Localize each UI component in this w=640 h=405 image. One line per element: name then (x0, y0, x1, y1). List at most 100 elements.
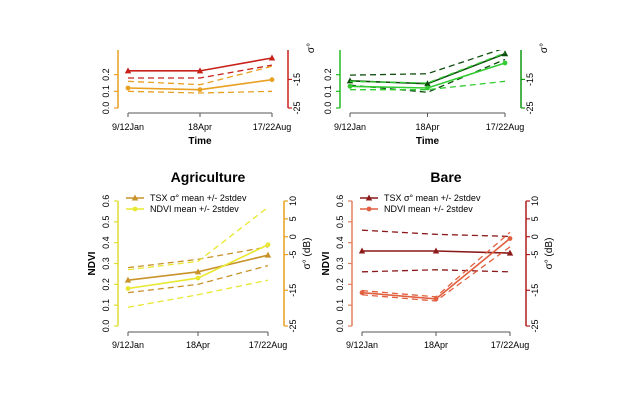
panel-2-left-axis-label: NDVI (87, 251, 98, 275)
panel-1-x-tick-label: 18Apr (415, 122, 439, 132)
panel-2-left-tick-label: 0.5 (101, 216, 111, 229)
panel-2-left-tick-label: 0.1 (101, 299, 111, 312)
panel-0-right-axis-label: σ° (306, 43, 317, 53)
panel-3-right-tick-label: 10 (530, 196, 540, 206)
panel-1-series-3-point (347, 83, 353, 89)
panel-3-series-3-point (507, 236, 513, 241)
panel-0-series-2-point (269, 77, 275, 83)
panel-3-series-3-point (359, 290, 365, 296)
panel-2-right-tick-label: 10 (288, 196, 298, 206)
panel-3-legend-label: NDVI mean +/- 2stdev (384, 204, 473, 214)
panel-3-series-5-line (361, 246, 511, 302)
panel-3-series-4-line (361, 231, 511, 298)
panel-3-left-tick-label: 0.6 (335, 195, 345, 208)
panel-2-left-tick-label: 0.2 (101, 278, 111, 291)
panel-1-left-tick-label: 0.0 (323, 102, 333, 115)
panel-2-left-tick-label: 0.6 (101, 195, 111, 208)
panel-3-left-tick-label: 0.4 (335, 236, 345, 249)
panel-3-left-tick-label: 0.2 (335, 278, 345, 291)
panel-1-x-tick-label: 17/22Aug (486, 122, 525, 132)
panel-0-right-tick-label: -25 (292, 101, 302, 114)
panel-2-left-tick-label: 0.4 (101, 236, 111, 249)
panel-3-series-0-point (506, 249, 514, 256)
panel-3-right-tick-label: -25 (530, 319, 540, 332)
panel-2-series-2-line (127, 264, 269, 294)
panel-2-series-1-line (127, 246, 269, 269)
panel-3-x-tick-label: 18Apr (424, 340, 448, 350)
panel-1-right-axis-label: σ° (539, 43, 550, 53)
panel-3-right-tick-label: 5 (530, 216, 540, 221)
panel-1-series-0-line (349, 52, 506, 85)
panel-2-series-5-line (127, 279, 269, 308)
panel-3-series-0-point (432, 247, 440, 254)
panel-2-x-tick-label: 9/12Jan (112, 340, 144, 350)
panel-3-left-tick-label: 0.5 (335, 216, 345, 229)
panel-3-left-tick-label: 0.3 (335, 257, 345, 270)
panel-0-right-tick-label: -15 (292, 73, 302, 86)
panel-0-x-axis-label: Time (188, 136, 212, 147)
panel-2-right-tick-label: 0 (288, 234, 298, 239)
panel-0-series-2-point (125, 85, 131, 91)
panel-3-right-tick-label: 0 (530, 234, 540, 239)
panel-0-series-2-point (197, 87, 203, 93)
panel-2-legend-marker (131, 194, 139, 201)
panel-3-right-tick-label: -5 (530, 251, 540, 259)
panel-3-legend-marker (365, 194, 373, 201)
panel-3-right-axis-label: σ° (dB) (544, 238, 555, 270)
panel-3-left-tick-label: 0.0 (335, 320, 345, 333)
panel-2-legend-marker (132, 206, 138, 212)
panel-1-left-tick-label: 0.1 (323, 85, 333, 98)
panel-3-left-axis-label: NDVI (321, 251, 332, 275)
panel-2-series-3-point (195, 275, 201, 281)
panel-0-series-0-point (196, 67, 204, 74)
panel-2-x-tick-label: 18Apr (186, 340, 210, 350)
panel-3-title: Bare (430, 169, 461, 185)
panel-2-left-tick-label: 0.3 (101, 257, 111, 270)
panel-0-series-1-line (128, 64, 273, 79)
panel-3-right-tick-label: -15 (530, 284, 540, 297)
panel-3-x-tick-label: 17/22Aug (491, 340, 530, 350)
panel-1-x-axis-label: Time (416, 136, 440, 147)
panel-2-series-4-line (127, 206, 269, 271)
panel-3-legend-marker (366, 206, 372, 212)
panel-1-series-4-line (349, 52, 506, 84)
panel-0-series-0-point (124, 67, 132, 74)
panel-1-right-tick-label: -25 (525, 101, 535, 114)
panel-0-x-tick-label: 18Apr (188, 122, 212, 132)
panel-2-left-tick-label: 0.0 (101, 320, 111, 333)
panel-3-left-tick-label: 0.1 (335, 299, 345, 312)
panel-1-series-1-line (349, 50, 502, 76)
panel-2-right-axis-label: σ° (dB) (302, 238, 313, 270)
panel-1-right-tick-label: -15 (525, 73, 535, 86)
panel-1-series-3-point (502, 60, 508, 66)
panel-3-series-1-line (361, 229, 511, 238)
panel-3-series-0-point (358, 247, 366, 254)
panel-0-left-tick-label: 0.2 (101, 68, 111, 81)
panel-0-series-4-line (127, 90, 273, 94)
panel-1-series-3-point (425, 85, 430, 91)
panel-2-series-0-point (194, 268, 202, 275)
panel-2-legend-label: NDVI mean +/- 2stdev (150, 204, 239, 214)
panel-2-series-3-point (125, 286, 131, 291)
panel-2-legend-label: TSX σ° mean +/- 2stdev (150, 193, 247, 203)
panel-0-left-tick-label: 0.0 (101, 102, 111, 115)
panel-3-legend-label: TSX σ° mean +/- 2stdev (384, 193, 481, 203)
panel-2-right-tick-label: -25 (288, 319, 298, 332)
panel-2-x-tick-label: 17/22Aug (249, 340, 288, 350)
panel-2-right-tick-label: 5 (288, 216, 298, 221)
panel-1-series-5-line (350, 80, 506, 91)
panel-2-series-3-point (265, 242, 271, 248)
panel-2-right-tick-label: -5 (288, 251, 298, 259)
panel-2-right-tick-label: -15 (288, 284, 298, 297)
panel-0-left-tick-label: 0.1 (101, 85, 111, 98)
panel-1-series-0-point (424, 80, 431, 87)
panel-1-left-tick-label: 0.2 (323, 68, 333, 81)
panel-0-x-tick-label: 9/12Jan (112, 122, 144, 132)
panel-1-x-tick-label: 9/12Jan (334, 122, 366, 132)
panel-3-x-tick-label: 9/12Jan (346, 340, 378, 350)
panel-2-series-0-point (124, 276, 132, 283)
panel-0-series-3-line (127, 65, 273, 86)
panel-2-series-0-point (264, 251, 272, 258)
